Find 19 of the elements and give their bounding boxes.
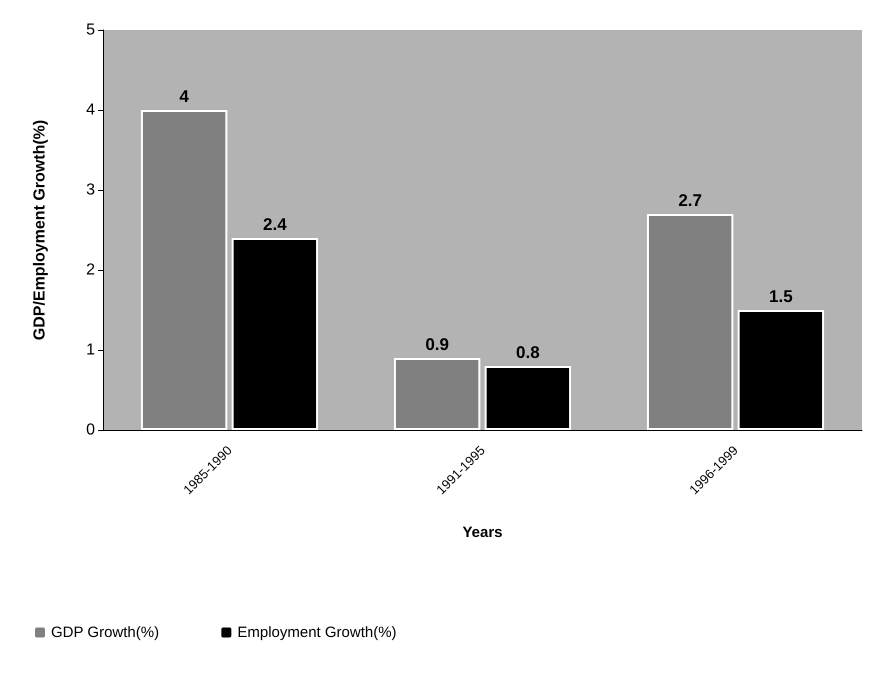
x-axis-title: Years <box>462 524 503 541</box>
y-tick-label: 0 <box>86 422 96 438</box>
data-label: 2.4 <box>263 215 288 234</box>
y-tick-label: 4 <box>86 102 96 118</box>
legend-label: Employment Growth(%) <box>237 624 397 641</box>
y-tick-label: 2 <box>86 262 96 278</box>
legend-label: GDP Growth(%) <box>51 624 160 641</box>
bar <box>646 214 734 430</box>
data-label: 2.7 <box>678 191 702 210</box>
data-label: 0.8 <box>516 343 540 362</box>
bar <box>140 110 228 430</box>
data-label: 4 <box>179 87 190 106</box>
y-tick-label: 3 <box>86 182 96 198</box>
y-tick-label: 5 <box>86 22 96 38</box>
y-axis-title: GDP/Employment Growth(%) <box>32 120 48 340</box>
data-label: 1.5 <box>769 287 793 306</box>
bar <box>394 358 480 430</box>
y-tick-label: 1 <box>86 342 96 358</box>
data-label: 0.9 <box>425 335 449 354</box>
